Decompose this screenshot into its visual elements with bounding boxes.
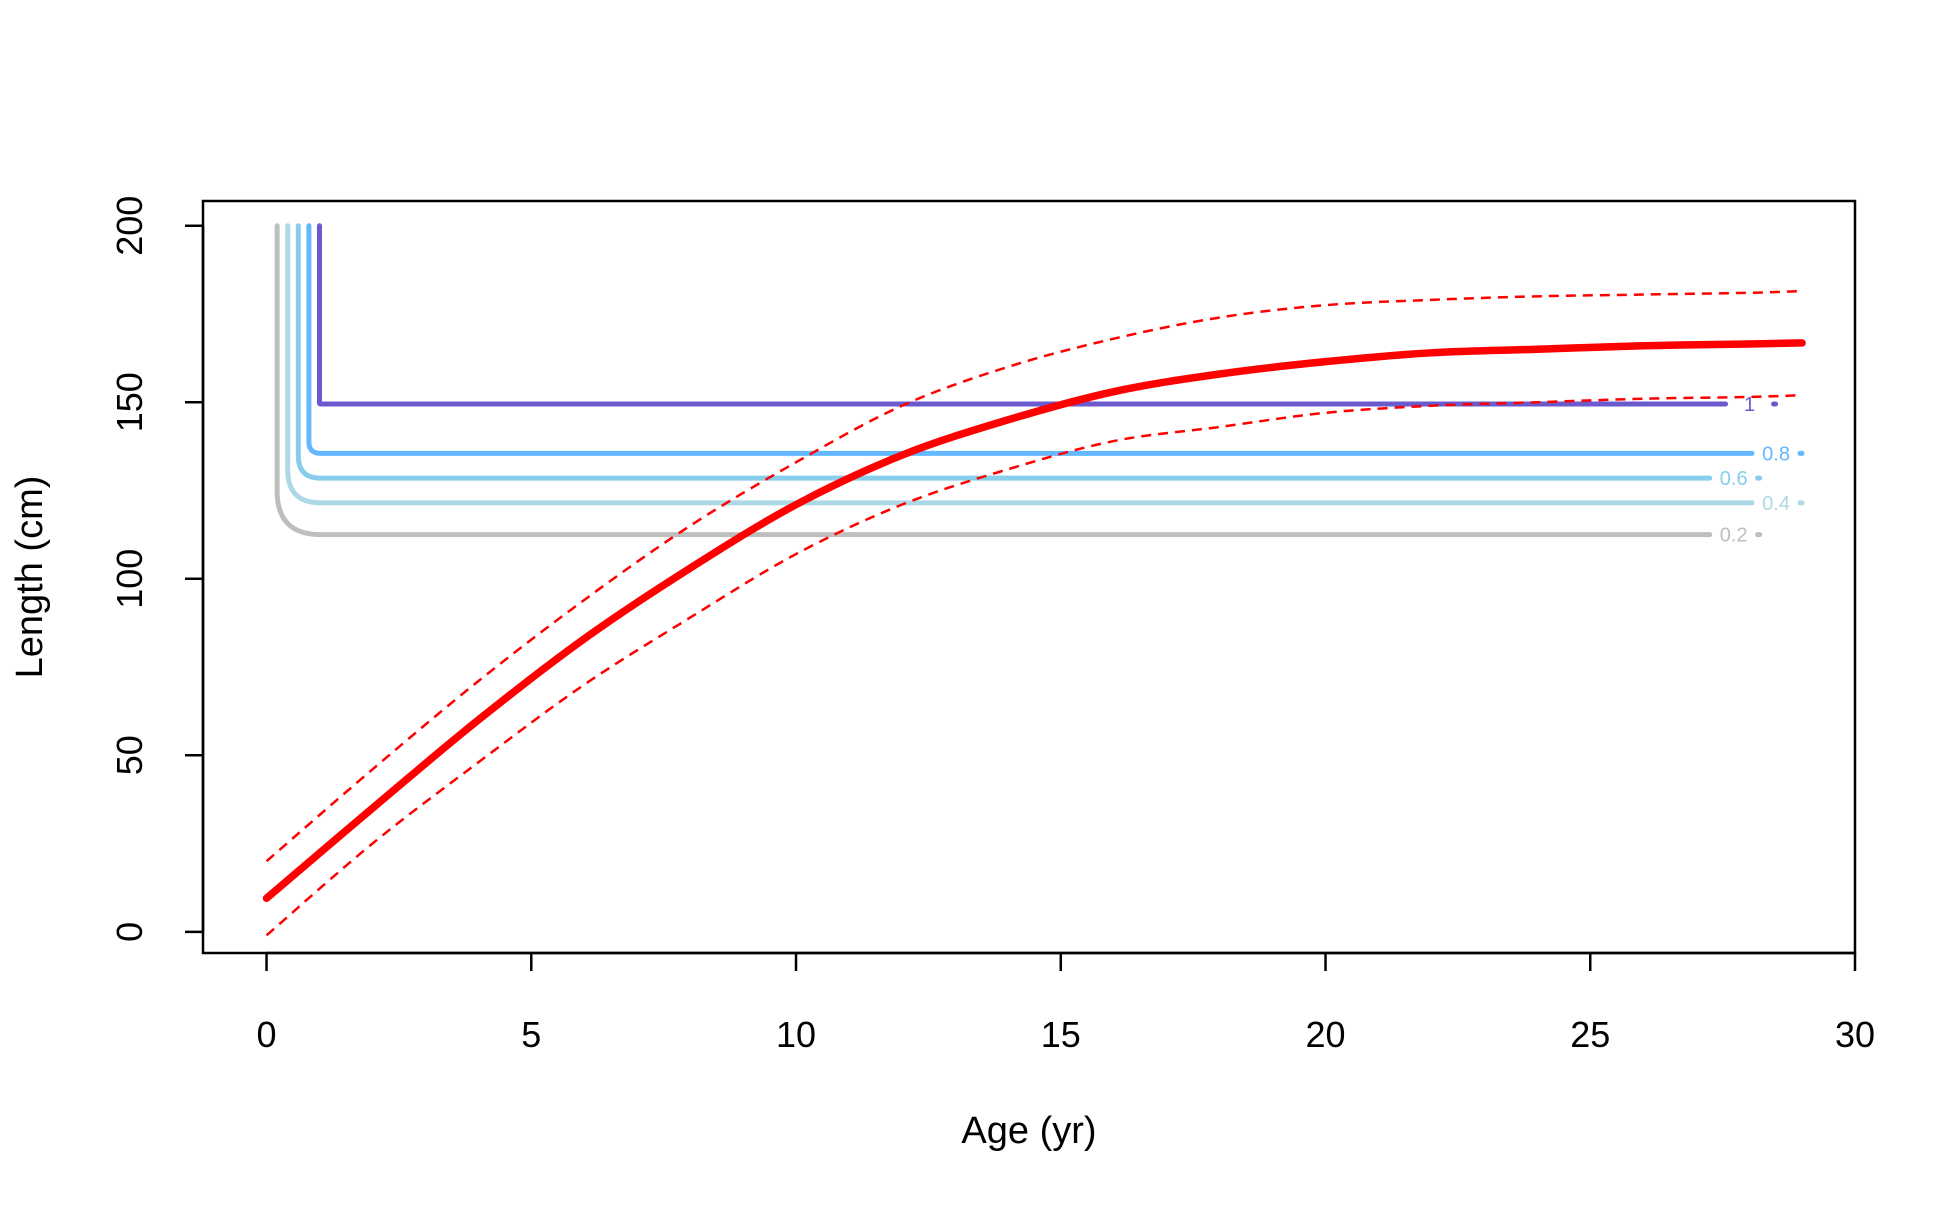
- x-tick-label: 30: [1835, 1014, 1875, 1055]
- growth-curve-group: [262, 289, 1806, 937]
- contour-label: 0.2: [1720, 525, 1748, 547]
- contour-label: 1: [1744, 394, 1755, 416]
- x-axis: 0 5 10 15 20 25 30: [257, 951, 1875, 1055]
- y-tick-label: 0: [109, 922, 150, 942]
- x-tick-label: 25: [1570, 1014, 1610, 1055]
- contour-line: [274, 223, 1713, 538]
- y-tick-label: 150: [109, 372, 150, 432]
- contour-line: [316, 223, 1729, 407]
- contour-line: [306, 223, 1755, 456]
- y-tick-label: 100: [109, 549, 150, 609]
- contour-line: [295, 223, 1713, 481]
- y-tick-label: 200: [109, 196, 150, 256]
- contour-label: 0.6: [1720, 468, 1748, 490]
- x-tick-label: 20: [1305, 1014, 1345, 1055]
- x-tick-label: 10: [776, 1014, 816, 1055]
- y-tick-label: 50: [109, 735, 150, 775]
- contour-lines: 0.2 0.4 0.6 0.8 1: [274, 223, 1805, 547]
- contour-label: 0.8: [1762, 443, 1790, 465]
- x-axis-title: Age (yr): [961, 1110, 1096, 1152]
- x-tick-label: 0: [257, 1014, 277, 1055]
- upper-bound-line: [265, 289, 1803, 863]
- x-tick-label: 5: [521, 1014, 541, 1055]
- contour-label: 0.4: [1762, 493, 1790, 515]
- contour-line: [285, 223, 1755, 506]
- mean-growth-line: [262, 339, 1806, 903]
- y-axis-title: Length (cm): [9, 476, 51, 679]
- lower-bound-line: [265, 393, 1803, 937]
- x-tick-label: 15: [1041, 1014, 1081, 1055]
- y-axis: 0 50 100 150 200: [109, 196, 205, 942]
